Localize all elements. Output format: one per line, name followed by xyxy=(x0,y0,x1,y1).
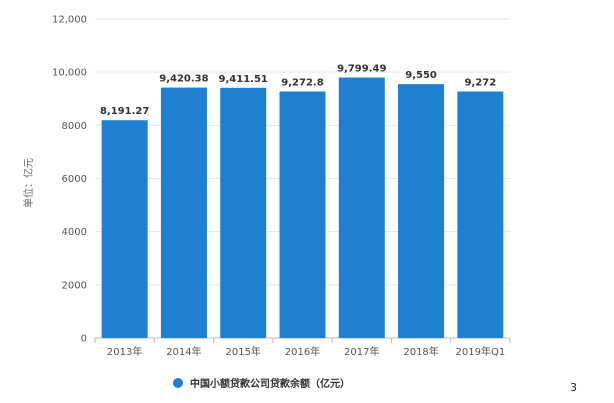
x-tick-label: 2016年 xyxy=(285,345,320,358)
y-tick-label: 2000 xyxy=(62,280,87,291)
bar[interactable] xyxy=(279,91,326,338)
legend-label: 中国小额贷款公司贷款余额（亿元） xyxy=(190,377,350,390)
data-label: 9,420.38 xyxy=(159,74,208,85)
x-tick-label: 2017年 xyxy=(344,345,379,358)
x-tick-label: 2015年 xyxy=(225,345,260,358)
page-number: 3 xyxy=(570,381,577,394)
bar[interactable] xyxy=(101,120,148,338)
y-tick-label: 12,000 xyxy=(52,15,87,26)
y-axis-ticks: 0 2000 4000 6000 8000 10,000 12,000 xyxy=(52,15,87,345)
x-tick-label: 2018年 xyxy=(403,345,438,358)
bar[interactable] xyxy=(220,87,267,338)
x-tick-label: 2019年Q1 xyxy=(456,345,506,358)
data-label: 9,799.49 xyxy=(337,63,386,74)
data-label: 9,411.51 xyxy=(219,74,268,85)
data-label: 9,272.8 xyxy=(281,77,323,88)
y-tick-label: 4000 xyxy=(62,227,87,238)
data-label: 9,550 xyxy=(405,70,437,81)
x-tick-label: 2014年 xyxy=(166,345,201,358)
x-axis-ticks: 2013年 2014年 2015年 2016年 2017年 2018年 2019年Q1 xyxy=(94,338,511,358)
y-tick-label: 10,000 xyxy=(52,68,87,79)
legend-marker xyxy=(173,378,183,388)
bar[interactable] xyxy=(457,91,504,338)
y-tick-label: 6000 xyxy=(62,174,87,185)
x-tick-label: 2013年 xyxy=(107,345,142,358)
bar[interactable] xyxy=(398,84,445,338)
data-label: 9,272 xyxy=(465,78,497,89)
y-axis-title: 单位：亿元 xyxy=(22,158,35,208)
legend[interactable]: 中国小额贷款公司贷款余额（亿元） xyxy=(173,377,350,390)
data-label: 8,191.27 xyxy=(100,106,149,117)
bar[interactable] xyxy=(160,87,207,339)
y-tick-label: 0 xyxy=(81,334,87,345)
y-tick-label: 8000 xyxy=(62,121,87,132)
bars xyxy=(101,77,504,339)
data-labels: 8,191.27 9,420.38 9,411.51 9,272.8 9,799.49 9… xyxy=(100,63,496,117)
bar[interactable] xyxy=(338,77,385,338)
